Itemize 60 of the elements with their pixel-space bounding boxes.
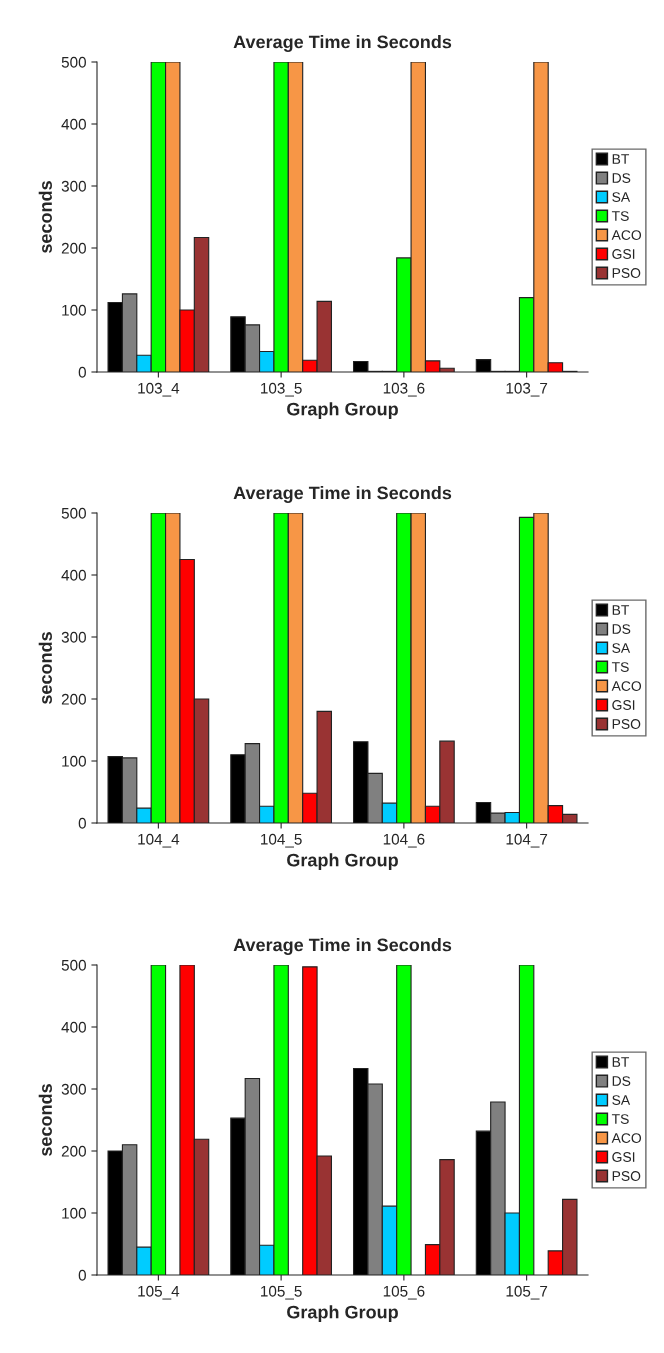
legend-label: ACO xyxy=(611,1133,642,1143)
y-tick-label: 200 xyxy=(61,1145,86,1157)
legend-label: SA xyxy=(612,1095,631,1105)
legend-label: GSI xyxy=(612,1152,635,1162)
x-tick-label: 105_5 xyxy=(261,1285,302,1300)
x-tick-label: 104_7 xyxy=(506,833,548,848)
legend-label: DS xyxy=(612,1076,631,1086)
x-tick-label: 103_5 xyxy=(261,382,302,397)
legend-label: ACO xyxy=(611,681,642,691)
legend-label: GSI xyxy=(612,249,635,259)
x-tick-label: 104_6 xyxy=(383,833,425,848)
x-tick-label: 105_4 xyxy=(138,1285,180,1300)
x-tick-label: 103_6 xyxy=(383,382,425,397)
y-tick-label: 100 xyxy=(62,304,86,316)
legend-label: GSI xyxy=(612,700,635,710)
y-tick-label: 400 xyxy=(61,569,86,581)
x-axis-title: Graph Group xyxy=(287,402,398,420)
legend-label: SA xyxy=(612,643,631,653)
y-tick-label: 500 xyxy=(61,56,86,68)
y-tick-label: 400 xyxy=(61,118,86,130)
legend-label: BT xyxy=(612,154,630,164)
y-axis-title: seconds xyxy=(38,181,52,253)
y-tick-label: 0 xyxy=(78,817,86,829)
x-axis-title: Graph Group xyxy=(287,1305,398,1323)
x-tick-label: 104_4 xyxy=(138,833,180,848)
y-tick-label: 200 xyxy=(61,242,86,254)
legend-label: PSO xyxy=(612,719,641,729)
x-tick-label: 105_6 xyxy=(383,1285,425,1300)
legend-label: BT xyxy=(612,605,630,615)
y-tick-label: 500 xyxy=(61,507,86,519)
y-tick-label: 0 xyxy=(78,366,86,378)
legend-label: BT xyxy=(612,1057,630,1067)
y-tick-label: 0 xyxy=(78,1269,86,1281)
x-axis-title: Graph Group xyxy=(287,853,398,871)
x-tick-label: 104_5 xyxy=(261,833,302,848)
y-axis-title: seconds xyxy=(38,1084,52,1156)
y-tick-label: 400 xyxy=(61,1021,86,1033)
legend-label: TS xyxy=(611,211,629,221)
y-tick-label: 300 xyxy=(61,180,86,192)
legend-label: ACO xyxy=(611,230,642,240)
chart-title: Average Time in Seconds xyxy=(233,486,452,503)
y-tick-label: 100 xyxy=(62,755,86,767)
y-tick-label: 300 xyxy=(61,1083,86,1095)
x-tick-label: 105_7 xyxy=(506,1285,548,1300)
y-tick-label: 200 xyxy=(61,693,86,705)
y-tick-label: 100 xyxy=(62,1207,86,1219)
y-tick-label: 500 xyxy=(61,959,86,971)
x-tick-label: 103_4 xyxy=(138,382,180,397)
legend-label: PSO xyxy=(612,268,641,278)
legend-label: DS xyxy=(612,173,631,183)
legend-label: TS xyxy=(611,1114,629,1124)
legend-label: TS xyxy=(611,662,629,672)
legend-label: SA xyxy=(612,192,631,202)
x-tick-label: 103_7 xyxy=(506,382,548,397)
legend-label: PSO xyxy=(612,1171,641,1181)
chart-title: Average Time in Seconds xyxy=(233,35,452,52)
y-axis-title: seconds xyxy=(38,632,52,704)
chart-title: Average Time in Seconds xyxy=(233,938,452,955)
y-tick-label: 300 xyxy=(61,631,86,643)
legend-label: DS xyxy=(612,624,631,634)
